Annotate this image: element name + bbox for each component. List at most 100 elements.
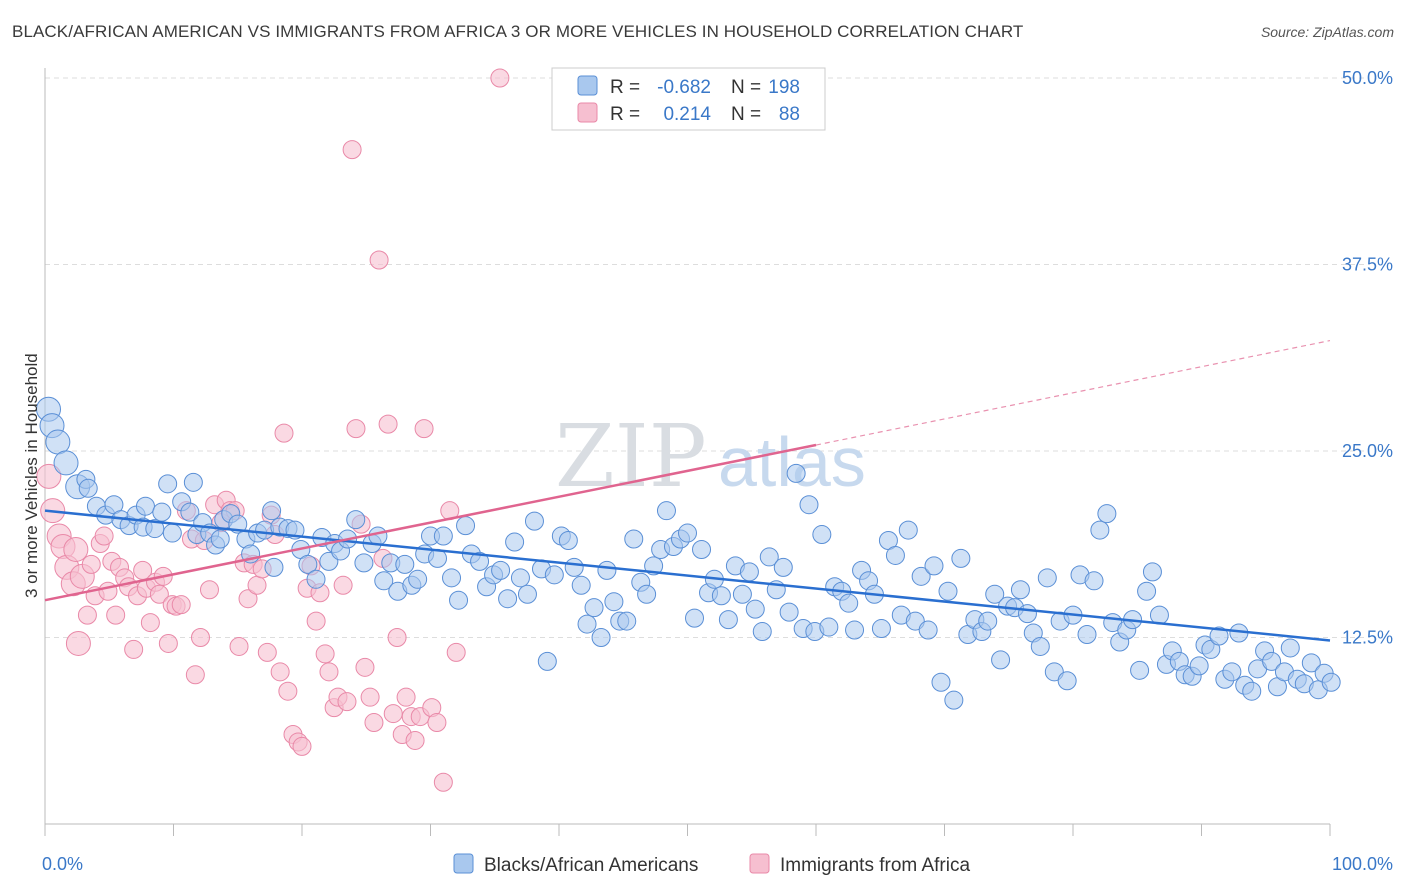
legend-n-label-1: N = [731,77,761,98]
data-point-blacks [745,599,765,619]
data-point-immigrants [378,414,398,434]
data-point-immigrants [190,628,210,647]
data-point-blacks [1037,568,1057,588]
data-point-immigrants [360,687,380,707]
data-point-immigrants [124,639,144,659]
data-point-immigrants [257,642,277,662]
data-point-blacks [732,584,752,604]
data-point-immigrants [342,140,362,160]
data-point-blacks [1010,580,1030,600]
data-point-immigrants [229,636,249,656]
data-point-blacks [685,608,705,628]
data-point-immigrants [337,692,357,712]
data-point-blacks [944,690,964,710]
data-point-blacks [1280,638,1300,658]
data-point-blacks [524,511,544,531]
data-point-immigrants [490,68,510,88]
data-point-blacks [1097,504,1117,524]
data-point-blacks [1262,651,1282,671]
data-point-blacks [604,592,624,612]
data-point-blacks [1057,671,1077,691]
correlation-legend: R = -0.682 N = 198 R = 0.214 N = 88 [551,67,826,131]
y-axis-title: 3 or more Vehicles in Household [22,353,41,598]
legend-r-label-2: R = [610,104,640,125]
legend-n-label-2: N = [731,104,761,125]
data-point-blacks [505,532,525,552]
data-point-blacks [759,547,779,567]
bottom-legend-swatch-pink [749,853,770,874]
data-point-blacks [951,548,971,568]
data-point-blacks [298,554,318,574]
data-point-immigrants [238,589,258,609]
data-point-blacks [449,590,469,610]
data-point-immigrants [158,633,178,653]
data-point-blacks [1137,581,1157,601]
data-point-blacks [456,516,476,536]
data-point-blacks [558,531,578,551]
data-point-blacks [470,551,490,571]
legend-swatch-blue [577,75,598,96]
data-point-immigrants [333,575,353,595]
data-point-immigrants [247,575,267,595]
data-point-blacks [845,620,865,640]
data-point-immigrants [36,463,62,489]
data-point-blacks [584,598,604,618]
data-point-immigrants [106,605,126,625]
data-point-immigrants [433,772,453,792]
data-point-immigrants [149,584,169,604]
data-point-immigrants [140,613,160,633]
data-point-blacks [183,472,203,492]
data-point-immigrants [346,419,366,439]
data-point-immigrants [270,662,290,682]
data-point-immigrants [383,704,403,724]
data-point-blacks [1222,662,1242,682]
data-point-blacks [145,519,165,539]
data-point-immigrants [387,628,407,647]
trend-line-immigrants [44,443,817,602]
series-blacks-african-americans [36,396,1341,710]
x-tick-label: 0.0% [42,854,83,874]
data-point-immigrants [446,642,466,662]
data-point-blacks [839,593,859,613]
data-point-immigrants [98,581,118,601]
axes [44,68,1331,836]
data-point-blacks [1142,562,1162,582]
data-point-blacks [442,568,462,588]
data-point-immigrants [369,250,389,270]
data-point-blacks [158,474,178,494]
data-point-blacks [1030,636,1050,656]
data-point-blacks [617,611,637,631]
legend-r-value-1: -0.682 [657,77,711,98]
data-point-blacks [1209,626,1229,646]
legend-swatch-pink [577,102,598,123]
data-point-blacks [799,495,819,515]
data-point-blacks [819,617,839,637]
data-point-immigrants [396,687,416,707]
bottom-legend-swatch-blue [453,853,474,874]
data-point-blacks [656,501,676,521]
data-point-immigrants [81,554,101,574]
data-point-blacks [924,556,944,576]
data-point-blacks [306,569,326,589]
data-point-immigrants [315,644,335,664]
data-point-blacks [871,619,891,639]
x-tick-labels: 0.0% 100.0% [42,854,1393,874]
data-point-blacks [911,566,931,586]
data-point-immigrants [94,526,114,546]
bottom-legend-label-pink: Immigrants from Africa [780,855,970,876]
watermark-atlas: atlas [718,423,866,501]
data-point-blacks [433,526,453,546]
data-point-blacks [264,557,284,577]
data-point-blacks [938,581,958,601]
data-point-blacks [1189,656,1209,676]
data-point-blacks [1084,571,1104,591]
data-point-immigrants [319,662,339,682]
data-point-blacks [1242,681,1262,701]
data-point-blacks [498,589,518,609]
data-point-immigrants [355,657,375,677]
data-point-blacks [135,496,155,516]
source-label: Source: ZipAtlas.com [1260,24,1394,40]
data-point-blacks [544,565,564,585]
data-point-blacks [597,560,617,580]
data-point-immigrants [292,736,312,756]
